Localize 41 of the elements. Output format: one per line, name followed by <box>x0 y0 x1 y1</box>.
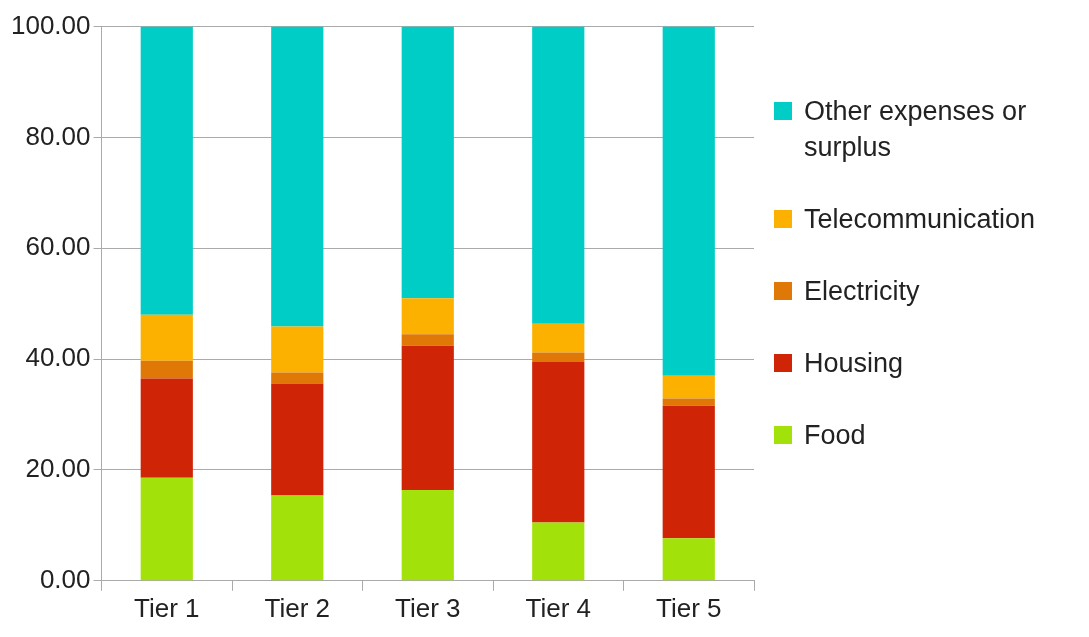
bar <box>401 298 454 335</box>
y-tick-label: 0.00 <box>39 563 91 594</box>
y-tick-label: 60.00 <box>25 231 91 262</box>
bar <box>140 314 193 361</box>
bar <box>662 26 715 376</box>
bar <box>662 398 715 406</box>
bar <box>140 477 193 581</box>
legend-label: Food <box>804 419 866 452</box>
bar <box>401 26 454 299</box>
bar <box>532 361 585 523</box>
bar <box>271 326 324 373</box>
legend-label: Electricity <box>804 275 920 308</box>
bar <box>271 383 324 496</box>
x-tick-label: Tier 3 <box>395 592 461 623</box>
y-tick-label: 40.00 <box>25 342 91 373</box>
x-tick-label: Tier 4 <box>525 592 592 623</box>
bar <box>532 352 585 362</box>
bar <box>271 26 324 327</box>
legend-label: Telecommunication <box>804 203 1036 236</box>
x-tick-label: Tier 1 <box>134 592 200 623</box>
bar <box>401 334 454 346</box>
bar <box>140 378 193 478</box>
x-tick-label: Tier 5 <box>656 592 722 623</box>
bar <box>401 489 454 581</box>
legend-label: Other expenses or surplus <box>804 95 1028 164</box>
bar <box>662 405 715 539</box>
x-tick-label: Tier 2 <box>264 592 331 623</box>
bar <box>271 495 324 581</box>
bar <box>532 26 585 324</box>
legend-label: Housing <box>804 347 904 380</box>
bar <box>532 522 585 581</box>
bar <box>271 372 324 384</box>
y-tick-label: 100.00 <box>10 9 91 40</box>
bar <box>140 26 193 315</box>
bar <box>662 375 715 399</box>
bar <box>662 538 715 581</box>
bar <box>401 345 454 490</box>
y-tick-label: 80.00 <box>25 120 91 151</box>
bar <box>140 360 193 379</box>
bar <box>532 323 585 353</box>
y-tick-label: 20.00 <box>25 453 91 484</box>
